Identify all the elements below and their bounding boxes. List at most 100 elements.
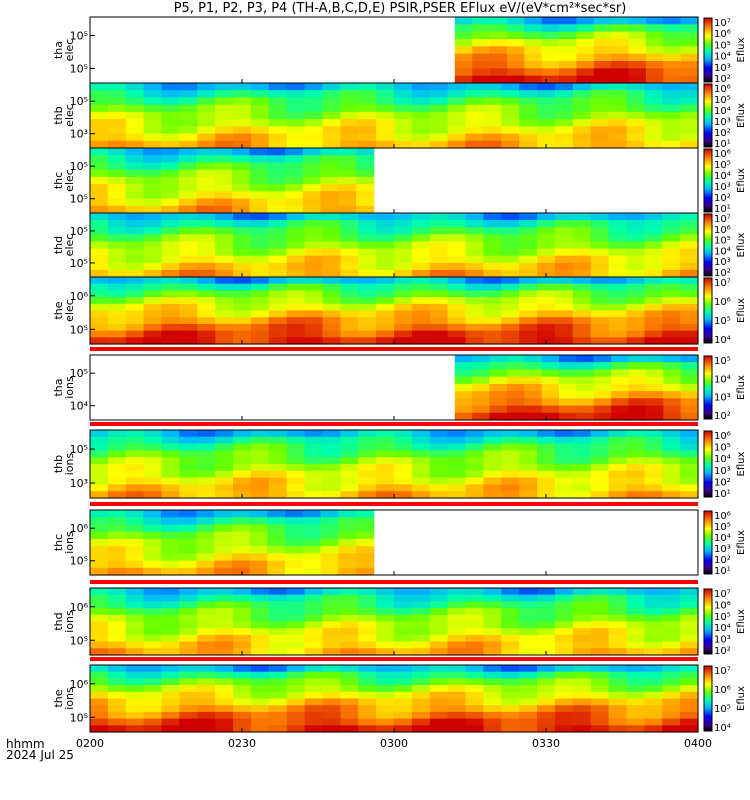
- spectrogram-cell: [268, 126, 288, 135]
- spectrogram-cell: [501, 648, 520, 656]
- spectrogram-cell: [322, 634, 341, 643]
- spectrogram-cell: [125, 227, 145, 235]
- spectrogram-cell: [394, 269, 413, 278]
- spectrogram-cell: [340, 330, 359, 338]
- spectrogram-cell: [590, 126, 610, 135]
- spectrogram-cell: [663, 398, 682, 407]
- spectrogram-cell: [524, 17, 543, 25]
- spectrogram-cell: [644, 436, 663, 445]
- spectrogram-cell: [645, 405, 664, 414]
- spectrogram-cell: [90, 725, 109, 733]
- spectrogram-cell: [250, 691, 270, 700]
- spectrogram-cell: [286, 450, 306, 458]
- spectrogram-cell: [680, 227, 699, 235]
- spectrogram-cell: [519, 277, 538, 285]
- spectrogram-cell: [268, 588, 288, 596]
- spectrogram-cell: [125, 430, 145, 438]
- spectrogram-cell: [628, 405, 647, 414]
- spectrogram-cell: [286, 303, 306, 312]
- spectrogram-cell: [340, 269, 359, 278]
- spectrogram-cell: [394, 594, 413, 602]
- spectrogram-cell: [107, 310, 127, 318]
- spectrogram-cell: [161, 337, 180, 345]
- spectrogram-cell: [125, 477, 145, 485]
- spectrogram-cell: [483, 126, 502, 135]
- spectrogram-cell: [304, 283, 324, 291]
- spectrogram-cell: [559, 405, 577, 414]
- colorbar-tick-label: 10⁵: [714, 160, 731, 171]
- spectrogram-cell: [465, 601, 484, 609]
- spectrogram-cell: [411, 234, 431, 242]
- spectrogram-cell: [304, 464, 324, 472]
- spectrogram-cell: [338, 531, 357, 540]
- spectrogram-cell: [286, 685, 306, 693]
- spectrogram-cell: [197, 698, 216, 706]
- spectrogram-cell: [590, 337, 610, 345]
- spectrogram-cell: [286, 119, 306, 127]
- spectrogram-cell: [125, 241, 145, 250]
- spectrogram-cell: [411, 484, 431, 492]
- spectrogram-cell: [541, 53, 560, 62]
- spectrogram-cell: [590, 678, 610, 686]
- separator-band: [90, 580, 698, 584]
- spectrogram-cell: [197, 470, 216, 479]
- spectrogram-cell: [304, 119, 324, 127]
- spectrogram-cell: [608, 678, 628, 686]
- spectrogram-cell: [662, 248, 681, 257]
- spectrogram-cell: [233, 255, 252, 264]
- spectrogram-cell: [376, 277, 395, 285]
- spectrogram-cell: [554, 297, 574, 305]
- colorbar-tick-label: 10³: [714, 63, 731, 74]
- spectrogram-cell: [411, 241, 431, 250]
- spectrogram-cell: [161, 491, 180, 499]
- spectrogram-cell: [554, 641, 574, 649]
- spectrogram-cell: [376, 464, 395, 472]
- spectrogram-cell: [197, 725, 216, 733]
- spectrogram-cell: [465, 691, 484, 700]
- y-tick-label: 10⁵: [70, 634, 88, 647]
- spectrogram-cell: [143, 111, 163, 120]
- spectrogram-cell: [572, 104, 592, 113]
- spectrogram-cell: [519, 227, 538, 235]
- spectrogram-cell: [358, 443, 377, 451]
- spectrogram-cell: [663, 355, 682, 363]
- spectrogram-cell: [107, 227, 127, 235]
- spectrogram-cell: [608, 323, 628, 332]
- spectrogram-cell: [663, 24, 682, 33]
- spectrogram-cell: [644, 317, 663, 325]
- colorbar-tick-label: 10⁶: [714, 29, 731, 40]
- spectrogram-cell: [680, 303, 699, 312]
- spectrogram-cell: [340, 711, 359, 720]
- spectrogram-cell: [506, 17, 525, 25]
- spectrogram-cell: [358, 227, 377, 235]
- spectrogram-cell: [268, 269, 288, 278]
- spectrogram-cell: [161, 725, 180, 733]
- spectrogram-cell: [322, 671, 341, 679]
- spectrogram-cell: [429, 691, 449, 700]
- spectrogram-cell: [626, 457, 645, 465]
- spectrogram-cell: [358, 248, 377, 257]
- spectrogram-cell: [285, 184, 304, 192]
- spectrogram-cell: [429, 337, 449, 345]
- spectrogram-cell: [394, 330, 413, 338]
- spectrogram-cell: [541, 391, 560, 399]
- spectrogram-cell: [107, 119, 127, 127]
- spectrogram-cell: [680, 61, 699, 69]
- spectrogram-cell: [644, 277, 663, 285]
- spectrogram-cell: [519, 665, 538, 673]
- spectrogram-cell: [304, 303, 324, 312]
- spectrogram-cell: [340, 641, 359, 649]
- spectrogram-cell: [465, 90, 484, 98]
- spectrogram-cell: [501, 634, 520, 643]
- spectrogram-cell: [322, 220, 341, 228]
- spectrogram-cell: [572, 227, 592, 235]
- spectrogram-cell: [143, 531, 162, 540]
- spectrogram-cell: [447, 436, 467, 445]
- spectrogram-cell: [322, 277, 341, 285]
- spectrogram-cell: [590, 234, 610, 242]
- spectrogram-cell: [501, 269, 520, 278]
- spectrogram-cell: [519, 220, 538, 228]
- spectrogram-cell: [524, 31, 543, 40]
- spectrogram-cell: [125, 588, 145, 596]
- spectrogram-cell: [197, 290, 216, 298]
